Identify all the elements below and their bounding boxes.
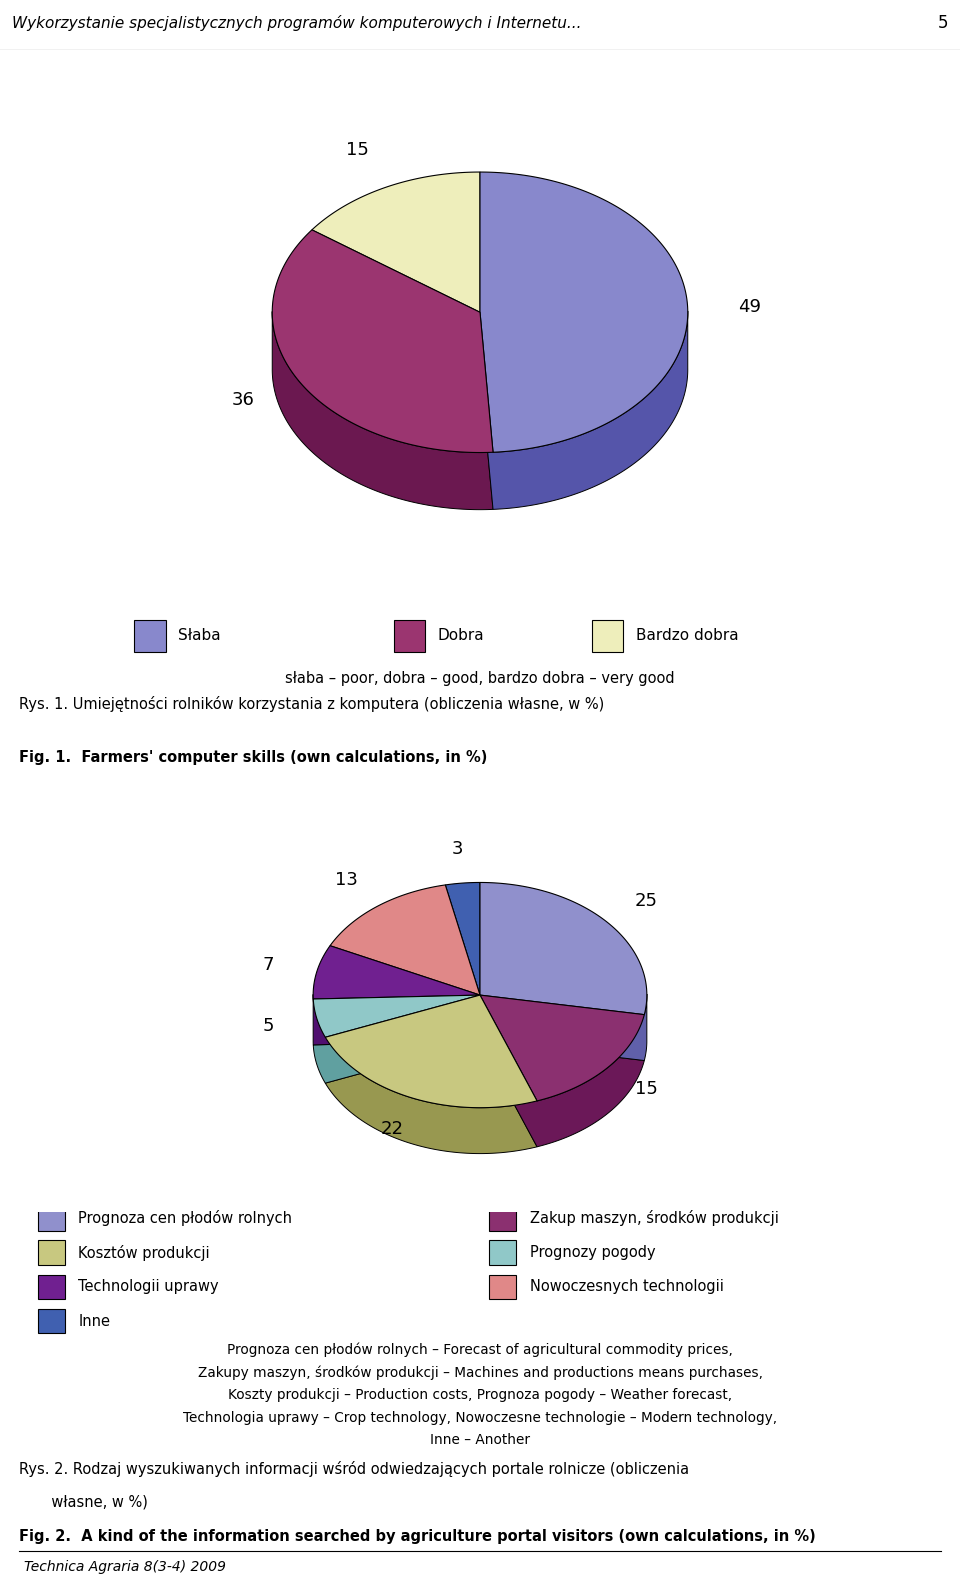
Text: Technica Agraria 8(3-4) 2009: Technica Agraria 8(3-4) 2009 <box>24 1560 226 1574</box>
Text: Prognozy pogody: Prognozy pogody <box>530 1245 656 1261</box>
Text: 5: 5 <box>938 14 948 31</box>
Polygon shape <box>480 883 647 1015</box>
Text: 49: 49 <box>738 297 761 315</box>
Polygon shape <box>313 995 480 1083</box>
Text: własne, w %): własne, w %) <box>19 1495 148 1509</box>
FancyBboxPatch shape <box>37 1240 65 1265</box>
Polygon shape <box>330 885 480 995</box>
Text: Nowoczesnych technologii: Nowoczesnych technologii <box>530 1280 724 1294</box>
Text: Wykorzystanie specjalistycznych programów komputerowych i Internetu...: Wykorzystanie specjalistycznych programó… <box>12 14 581 30</box>
FancyBboxPatch shape <box>489 1240 516 1265</box>
Text: 25: 25 <box>635 892 658 910</box>
Text: Bardzo dobra: Bardzo dobra <box>636 628 739 644</box>
Polygon shape <box>480 995 644 1147</box>
FancyBboxPatch shape <box>37 1275 65 1299</box>
Polygon shape <box>313 946 480 999</box>
Polygon shape <box>325 995 537 1108</box>
Text: Zakup maszyn, środków produkcji: Zakup maszyn, środków produkcji <box>530 1210 779 1226</box>
Text: Technologia uprawy – Crop technology, Nowoczesne technologie – Modern technology: Technologia uprawy – Crop technology, No… <box>183 1410 777 1424</box>
Text: Prognoza cen płodów rolnych – Forecast of agricultural commodity prices,: Prognoza cen płodów rolnych – Forecast o… <box>228 1343 732 1357</box>
Text: Inne – Another: Inne – Another <box>430 1434 530 1448</box>
Polygon shape <box>325 995 537 1154</box>
Polygon shape <box>313 995 480 1037</box>
Text: Rys. 1. Umiejętności rolników korzystania z komputera (obliczenia własne, w %): Rys. 1. Umiejętności rolników korzystani… <box>19 696 605 711</box>
Text: Fig. 2.  A kind of the information searched by agriculture portal visitors (own : Fig. 2. A kind of the information search… <box>19 1528 816 1544</box>
Text: Kosztów produkcji: Kosztów produkcji <box>79 1245 210 1261</box>
Text: Słaba: Słaba <box>179 628 221 644</box>
Text: 22: 22 <box>380 1119 403 1138</box>
Text: 5: 5 <box>262 1017 274 1034</box>
Text: Technologii uprawy: Technologii uprawy <box>79 1280 219 1294</box>
Text: 3: 3 <box>451 841 463 858</box>
FancyBboxPatch shape <box>37 1206 65 1231</box>
Polygon shape <box>445 883 480 995</box>
Polygon shape <box>480 312 687 510</box>
Polygon shape <box>273 230 493 452</box>
FancyBboxPatch shape <box>592 620 623 652</box>
Text: Zakupy maszyn, środków produkcji – Machines and productions means purchases,: Zakupy maszyn, środków produkcji – Machi… <box>198 1365 762 1380</box>
Polygon shape <box>313 995 480 1045</box>
FancyBboxPatch shape <box>134 620 165 652</box>
Text: Inne: Inne <box>79 1314 110 1328</box>
Polygon shape <box>480 995 647 1061</box>
Text: 15: 15 <box>346 140 369 159</box>
Polygon shape <box>312 172 480 312</box>
Text: Fig. 1.  Farmers' computer skills (own calculations, in %): Fig. 1. Farmers' computer skills (own ca… <box>19 751 488 765</box>
FancyBboxPatch shape <box>37 1310 65 1333</box>
Text: 13: 13 <box>335 870 358 889</box>
FancyBboxPatch shape <box>489 1206 516 1231</box>
FancyBboxPatch shape <box>489 1275 516 1299</box>
Text: Rys. 2. Rodzaj wyszukiwanych informacji wśród odwiedzających portale rolnicze (o: Rys. 2. Rodzaj wyszukiwanych informacji … <box>19 1461 689 1476</box>
Polygon shape <box>480 995 644 1100</box>
FancyBboxPatch shape <box>394 620 424 652</box>
Text: Dobra: Dobra <box>438 628 484 644</box>
Text: Koszty produkcji – Production costs, Prognoza pogody – Weather forecast,: Koszty produkcji – Production costs, Pro… <box>228 1388 732 1402</box>
Text: słaba – poor, dobra – good, bardzo dobra – very good: słaba – poor, dobra – good, bardzo dobra… <box>285 671 675 686</box>
Text: 7: 7 <box>262 955 274 974</box>
Text: 15: 15 <box>635 1080 658 1099</box>
Text: Prognoza cen płodów rolnych: Prognoza cen płodów rolnych <box>79 1210 293 1226</box>
Polygon shape <box>480 172 687 452</box>
Text: 36: 36 <box>232 390 254 409</box>
Polygon shape <box>273 312 493 510</box>
